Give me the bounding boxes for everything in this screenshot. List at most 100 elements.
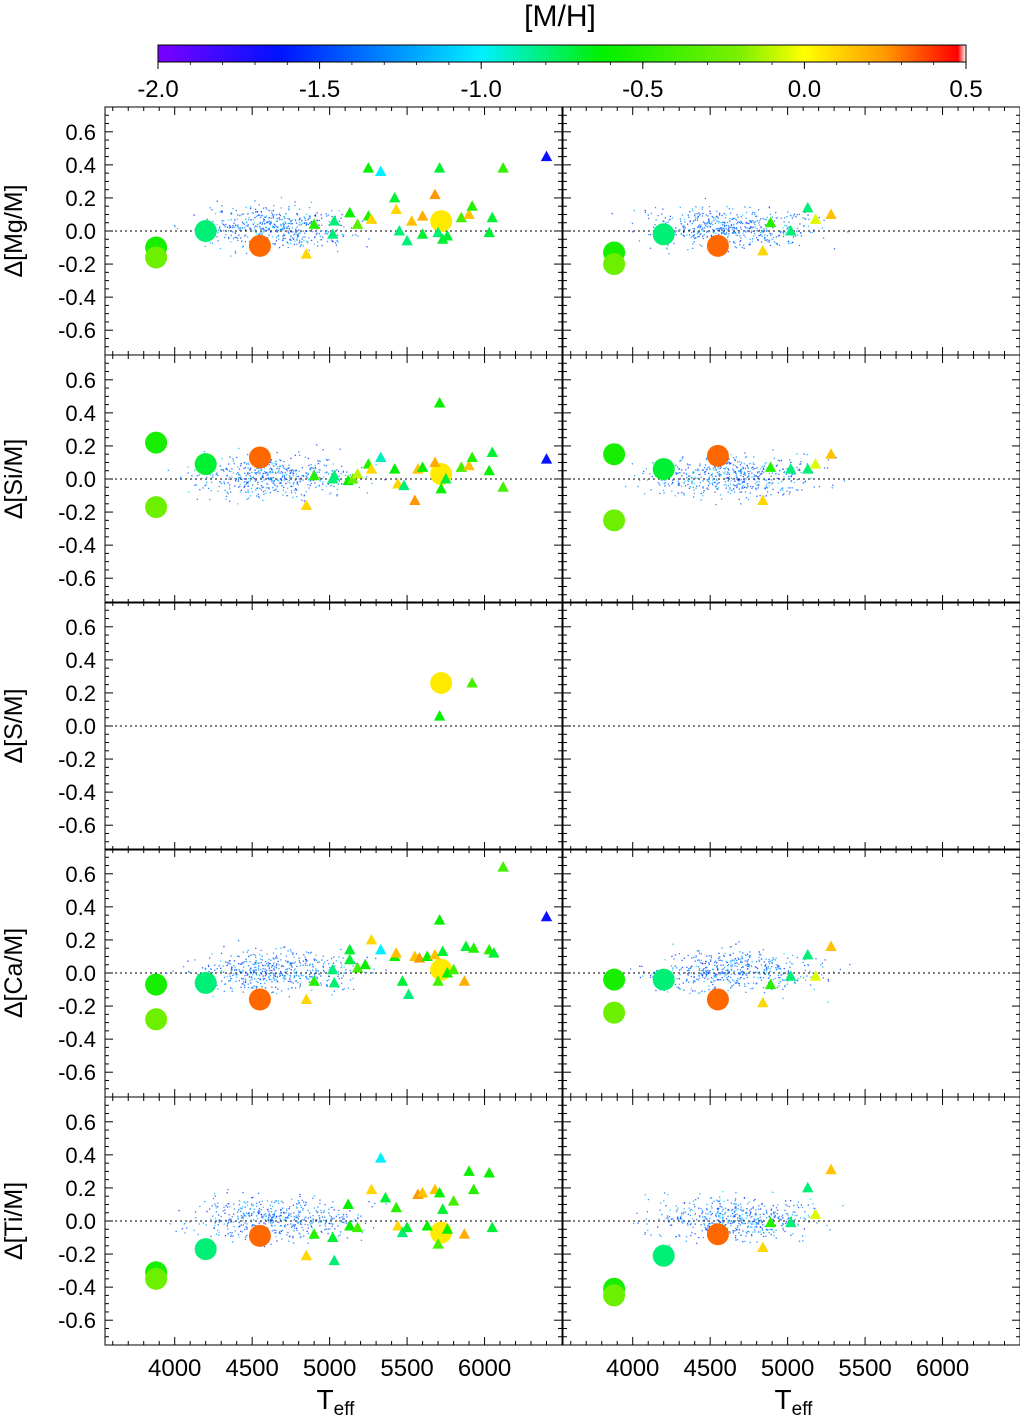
background-star-dot [697,468,699,470]
background-star-dot [724,481,727,483]
background-star-dot [254,966,256,969]
background-star-dot [205,967,207,970]
background-star-dot [822,977,824,979]
background-star-dot [633,209,635,212]
background-star-dot [307,1224,309,1226]
background-star-dot [706,479,708,481]
background-star-dot [278,964,280,966]
background-star-dot [727,975,730,978]
background-star-dot [751,487,753,489]
background-star-dot [242,977,244,980]
background-star-dot [734,459,736,461]
background-star-dot [714,974,716,977]
background-star-dot [741,957,744,960]
background-star-dot [678,483,681,486]
background-star-dot [273,1214,276,1217]
background-star-dot [758,485,760,487]
background-star-dot [260,949,262,952]
background-star-dot [230,1235,232,1238]
background-star-dot [284,217,286,220]
background-star-dot [704,967,707,969]
background-star-dot [719,494,722,496]
background-star-dot [318,961,321,963]
background-star-dot [249,971,251,974]
background-star-dot [264,971,267,973]
background-star-dot [292,1235,294,1237]
background-star-dot [278,973,281,975]
background-star-dot [328,979,330,981]
background-star-dot [215,1233,218,1235]
background-star-dot [270,978,272,981]
background-star-dot [284,978,286,980]
background-star-dot [331,1225,333,1228]
background-star-dot [341,465,343,468]
background-star-dot [234,485,236,487]
background-star-dot [326,983,328,986]
background-star-dot [296,481,298,483]
background-star-dot [347,987,350,989]
background-star-dot [260,1203,262,1206]
background-star-dot [316,959,318,961]
background-star-dot [668,253,670,255]
background-star-dot [714,964,716,967]
background-star-dot [330,492,332,494]
background-star-dot [715,475,717,478]
background-star-dot [749,219,751,222]
background-star-dot [257,493,259,495]
background-star-dot [780,974,782,976]
background-star-dot [249,467,252,469]
background-star-dot [762,471,765,473]
background-star-dot [294,972,296,974]
background-star-dot [318,484,320,486]
background-star-dot [240,476,242,479]
background-star-dot [267,964,269,966]
background-star-dot [714,986,717,988]
background-star-dot [806,453,808,456]
background-star-dot [328,975,330,978]
background-star-dot [238,227,240,229]
background-star-dot [775,473,777,475]
background-star-dot [745,954,747,957]
background-star-dot [757,487,759,489]
background-star-dot [701,1230,703,1232]
background-star-dot [187,960,189,962]
background-star-dot [746,960,748,962]
background-star-dot [299,962,301,964]
background-star-dot [202,487,204,489]
background-star-dot [342,988,344,991]
background-star-dot [748,1214,751,1217]
background-star-dot [700,972,702,974]
background-star-dot [730,224,732,226]
background-star-dot [320,239,322,241]
background-star-dot [324,1204,326,1206]
background-star-dot [723,229,725,231]
background-star-dot [687,954,689,957]
background-star-dot [680,233,683,235]
background-star-dot [726,206,728,208]
background-star-dot [301,499,303,501]
background-star-dot [308,1212,311,1214]
background-star-dot [299,232,301,234]
background-star-dot [653,226,655,229]
background-star-dot [775,957,777,959]
background-star-dot [683,493,685,495]
background-star-dot [679,206,681,208]
panel-frame [562,354,1020,604]
background-star-dot [744,472,746,474]
background-star-dot [674,965,676,967]
background-star-dot [336,234,339,236]
background-star-dot [782,494,784,496]
background-star-dot [269,1219,272,1221]
background-star-dot [721,968,723,971]
background-star-dot [728,458,730,460]
background-star-dot [314,466,316,469]
background-star-dot [249,475,251,477]
background-star-dot [742,232,744,234]
background-star-dot [778,234,780,236]
background-star-dot [721,214,723,217]
background-star-dot [759,973,761,975]
background-star-dot [262,228,264,230]
background-star-dot [299,245,301,248]
background-star-dot [764,236,766,239]
background-star-dot [308,206,311,209]
